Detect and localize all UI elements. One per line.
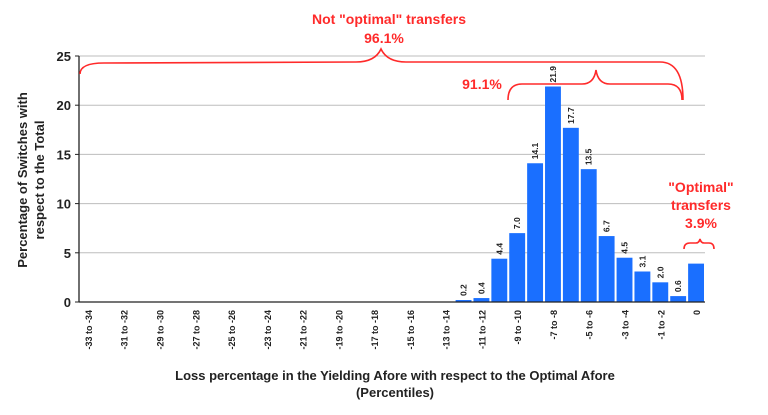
y-tick-label: 10 <box>57 197 71 212</box>
bar-data-label: 14.1 <box>530 142 540 159</box>
mid-percent-label: 91.1% <box>462 76 502 92</box>
x-tick-label: -27 to -28 <box>191 310 201 350</box>
bar-data-label: 4.5 <box>620 242 630 254</box>
mid-brace <box>507 69 683 101</box>
x-tick-label: -11 to -12 <box>477 310 487 349</box>
x-tick-label: -15 to -16 <box>406 310 416 350</box>
bar-data-label: 6.7 <box>602 220 612 232</box>
x-tick-label: -1 to -2 <box>656 310 666 340</box>
not-optimal-brace <box>79 47 684 101</box>
bar-data-label: 0.4 <box>476 282 486 294</box>
x-tick-labels: -33 to -34 -31 to -32 -29 to -30 -27 to -28… <box>84 310 702 350</box>
bar <box>634 271 651 302</box>
bars <box>455 86 704 302</box>
x-tick-label: -9 to -10 <box>513 310 523 345</box>
x-axis-label: Loss percentage in the Yielding Afore wi… <box>175 368 615 383</box>
x-tick-label: -21 to -22 <box>299 310 309 350</box>
x-tick-label: -3 to -4 <box>621 310 631 340</box>
x-tick-label: -23 to -24 <box>263 310 273 350</box>
y-tick-label: 20 <box>57 98 71 113</box>
bar-data-label: 0.2 <box>459 284 469 296</box>
annotations: Not "optimal" transfers 96.1% 91.1% "Opt… <box>79 11 734 250</box>
bar <box>598 236 615 302</box>
x-axis-sublabel: (Percentiles) <box>356 385 434 400</box>
optimal-label-line3: 3.9% <box>685 215 717 231</box>
bar-data-label: 17.7 <box>566 107 576 124</box>
optimal-brace <box>683 238 715 250</box>
not-optimal-percent: 96.1% <box>364 30 404 46</box>
bar <box>670 296 687 302</box>
x-tick-label: -13 to -14 <box>442 310 452 350</box>
bar-data-label: 3.1 <box>637 255 647 267</box>
bar <box>509 233 526 302</box>
bar <box>688 263 704 302</box>
bar <box>491 258 508 302</box>
y-tick-label: 15 <box>57 147 71 162</box>
bar <box>455 300 472 302</box>
bar-data-labels: 0.2 0.4 4.4 7.0 14.1 21.9 17.7 13.5 6.7 4.5 3.1 2.0… <box>459 66 684 296</box>
bar-data-label: 4.4 <box>494 243 504 255</box>
y-tick-label: 5 <box>64 246 71 261</box>
bar-data-label: 7.0 <box>512 217 522 229</box>
y-tick-label: 25 <box>57 49 71 64</box>
x-tick-label: -5 to -6 <box>585 310 595 340</box>
bar <box>473 298 490 302</box>
x-tick-label: -17 to -18 <box>370 310 380 350</box>
x-tick-label: -25 to -26 <box>227 310 237 350</box>
x-tick-label: 0 <box>692 310 702 315</box>
x-tick-label: -7 to -8 <box>549 310 559 340</box>
bar <box>562 127 579 302</box>
y-tick-label: 0 <box>64 295 71 310</box>
y-tick-labels: 0 5 10 15 20 25 <box>57 49 79 310</box>
optimal-label-line1: "Optimal" <box>668 179 733 195</box>
axes <box>78 56 705 303</box>
bar <box>580 169 597 302</box>
x-tick-label: -19 to -20 <box>334 310 344 350</box>
bar <box>527 163 544 302</box>
bar-data-label: 2.0 <box>655 266 665 278</box>
x-tick-label: -29 to -30 <box>155 310 165 350</box>
x-tick-label: -33 to -34 <box>84 310 94 350</box>
bar-data-label: 13.5 <box>584 148 594 165</box>
bar-data-label: 0.6 <box>673 280 683 292</box>
bar <box>616 257 633 302</box>
optimal-label-line2: transfers <box>671 197 731 213</box>
not-optimal-title: Not "optimal" transfers <box>312 11 466 27</box>
bar <box>545 86 561 302</box>
y-axis-label-line1: Percentage of Switches with <box>15 92 30 268</box>
bar-data-label: 21.9 <box>548 66 558 83</box>
bar <box>652 282 669 302</box>
x-tick-label: -31 to -32 <box>120 310 130 350</box>
y-axis-label-line2: respect to the Total <box>32 121 47 240</box>
